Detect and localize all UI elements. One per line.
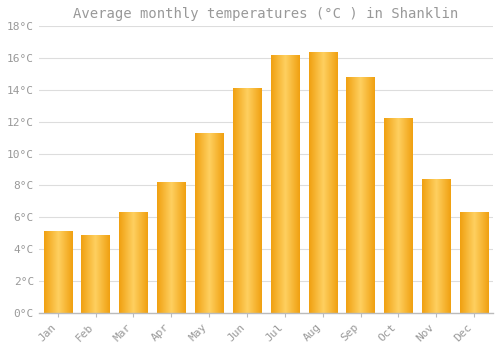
Title: Average monthly temperatures (°C ) in Shanklin: Average monthly temperatures (°C ) in Sh…: [74, 7, 458, 21]
